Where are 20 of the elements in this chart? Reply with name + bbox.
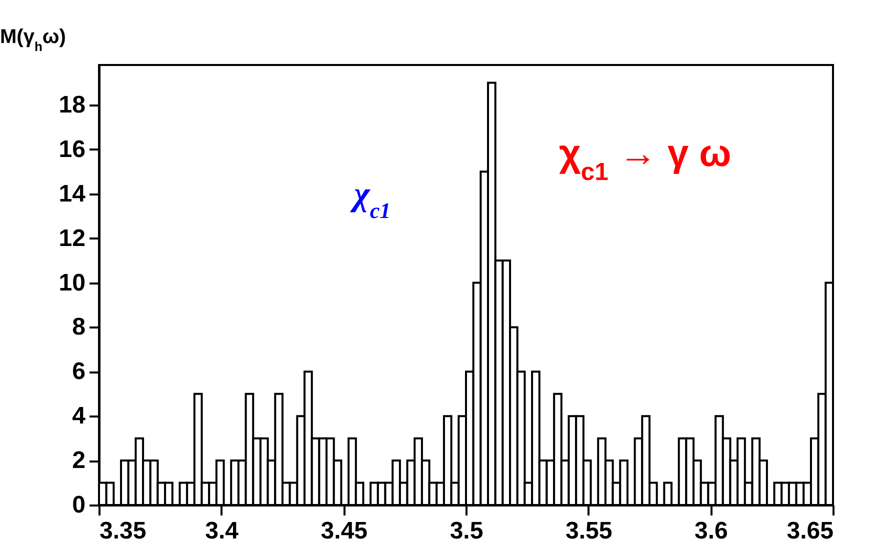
x-tick-label: 3.4: [205, 518, 240, 544]
x-tick-label: 3.45: [320, 518, 368, 544]
y-tick-label: 14: [58, 180, 86, 208]
y-tick-label: 0: [72, 492, 86, 518]
y-tick-label: 12: [58, 224, 86, 252]
y-tick-label: 16: [58, 136, 86, 163]
y-tick-label: 4: [72, 402, 86, 430]
x-tick-label: 3.6: [694, 518, 728, 544]
x-tick-label: 3.5: [450, 518, 484, 544]
y-tick-label: 2: [72, 447, 86, 474]
x-tick-label: 3.35: [100, 518, 146, 544]
y-tick-label: 18: [58, 92, 86, 118]
annotation: χ$_{c1}$ → γ ω: [559, 133, 732, 186]
chart-title: M(γ$_{h}$ω): [0, 26, 66, 54]
annotation: χ$_{c1}$: [350, 176, 391, 222]
y-tick-label: 8: [72, 314, 86, 341]
y-tick-label: 6: [72, 358, 86, 386]
x-tick-label: 3.65: [786, 518, 834, 544]
y-tick-label: 10: [58, 269, 86, 296]
x-tick-label: 3.55: [565, 518, 612, 544]
